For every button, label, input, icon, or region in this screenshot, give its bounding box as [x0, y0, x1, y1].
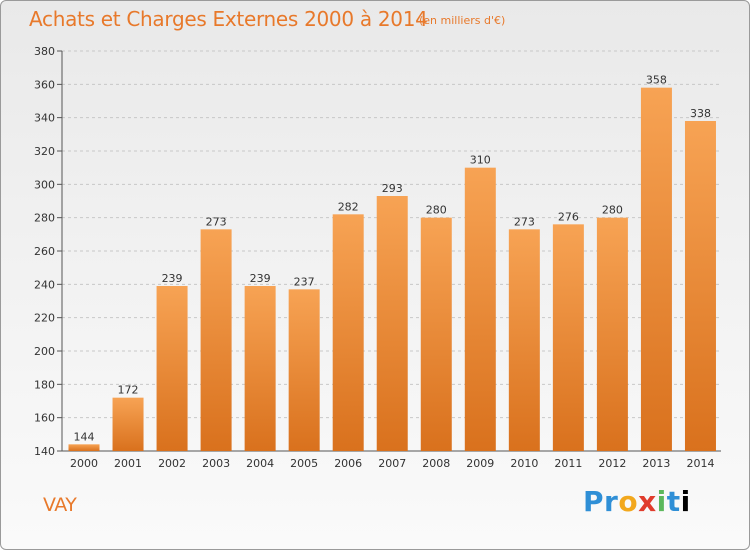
- x-tick-label: 2000: [70, 457, 98, 470]
- x-tick-label: 2011: [554, 457, 582, 470]
- value-label-2009: 310: [470, 154, 491, 167]
- bars: [68, 87, 716, 452]
- value-label-2006: 282: [338, 200, 359, 213]
- x-tick-label: 2005: [290, 457, 318, 470]
- logo-letter-1: r: [604, 485, 619, 518]
- bar-2014: [684, 121, 716, 451]
- bar-2008: [420, 217, 452, 451]
- place-name: VAY: [43, 494, 77, 516]
- value-label-2007: 293: [382, 182, 403, 195]
- x-tick-label: 2014: [686, 457, 714, 470]
- x-tick-label: 2013: [642, 457, 670, 470]
- bar-2012: [596, 217, 628, 451]
- bar-2013: [640, 87, 672, 452]
- value-label-2003: 273: [206, 215, 227, 228]
- y-tick-label: 240: [34, 278, 55, 291]
- x-tick-label: 2010: [510, 457, 538, 470]
- logo-letter-5: t: [666, 485, 681, 518]
- y-tick-label: 340: [34, 112, 55, 125]
- x-tick-label: 2004: [246, 457, 274, 470]
- bar-2010: [508, 229, 540, 451]
- bar-2003: [200, 229, 232, 451]
- y-tick-label: 260: [34, 245, 55, 258]
- y-tick-label: 280: [34, 212, 55, 225]
- y-tick-label: 360: [34, 78, 55, 91]
- bar-2006: [332, 214, 364, 451]
- logo-letter-0: P: [583, 485, 605, 518]
- y-tick-label: 380: [34, 45, 55, 58]
- value-label-2008: 280: [426, 204, 447, 217]
- value-label-2002: 239: [162, 272, 183, 285]
- x-tick-label: 2007: [378, 457, 406, 470]
- logo-letter-3: x: [638, 485, 657, 518]
- y-tick-label: 180: [34, 378, 55, 391]
- value-label-2014: 338: [690, 107, 711, 120]
- logo-letter-6: i: [680, 485, 691, 518]
- x-tick-label: 2009: [466, 457, 494, 470]
- value-label-2000: 144: [74, 430, 95, 443]
- x-tick-label: 2008: [422, 457, 450, 470]
- value-label-2004: 239: [250, 272, 271, 285]
- value-label-2013: 358: [646, 74, 667, 87]
- proxiti-logo: Proxiti: [583, 485, 691, 518]
- bar-2011: [552, 224, 584, 451]
- x-tick-label: 2001: [114, 457, 142, 470]
- x-tick-label: 2003: [202, 457, 230, 470]
- x-tick-label: 2006: [334, 457, 362, 470]
- x-tick-label: 2012: [598, 457, 626, 470]
- chart-unit: (en milliers d'€): [419, 14, 506, 27]
- logo-letter-4: i: [656, 485, 667, 518]
- y-tick-label: 160: [34, 412, 55, 425]
- logo-text: Proxiti: [583, 485, 691, 518]
- bar-2000: [68, 444, 100, 451]
- value-label-2010: 273: [514, 215, 535, 228]
- value-label-2012: 280: [602, 204, 623, 217]
- chart-title: Achats et Charges Externes 2000 à 2014: [29, 7, 428, 31]
- y-tick-label: 320: [34, 145, 55, 158]
- bar-2002: [156, 286, 188, 451]
- y-tick-label: 300: [34, 178, 55, 191]
- y-tick-label: 200: [34, 345, 55, 358]
- data-labels: 144 172 239 273 239 237 282 293 280 310 273 276 280 3…: [74, 74, 711, 444]
- value-label-2001: 172: [118, 384, 139, 397]
- bar-2001: [112, 397, 144, 451]
- bar-2009: [464, 167, 496, 451]
- bar-2005: [288, 289, 320, 451]
- value-label-2005: 237: [294, 275, 315, 288]
- bar-2007: [376, 196, 408, 451]
- logo-letter-2: o: [618, 485, 639, 518]
- y-tick-label: 220: [34, 312, 55, 325]
- y-tick-label: 140: [34, 445, 55, 458]
- bar-2004: [244, 286, 276, 451]
- x-tick-label: 2002: [158, 457, 186, 470]
- value-label-2011: 276: [558, 210, 579, 223]
